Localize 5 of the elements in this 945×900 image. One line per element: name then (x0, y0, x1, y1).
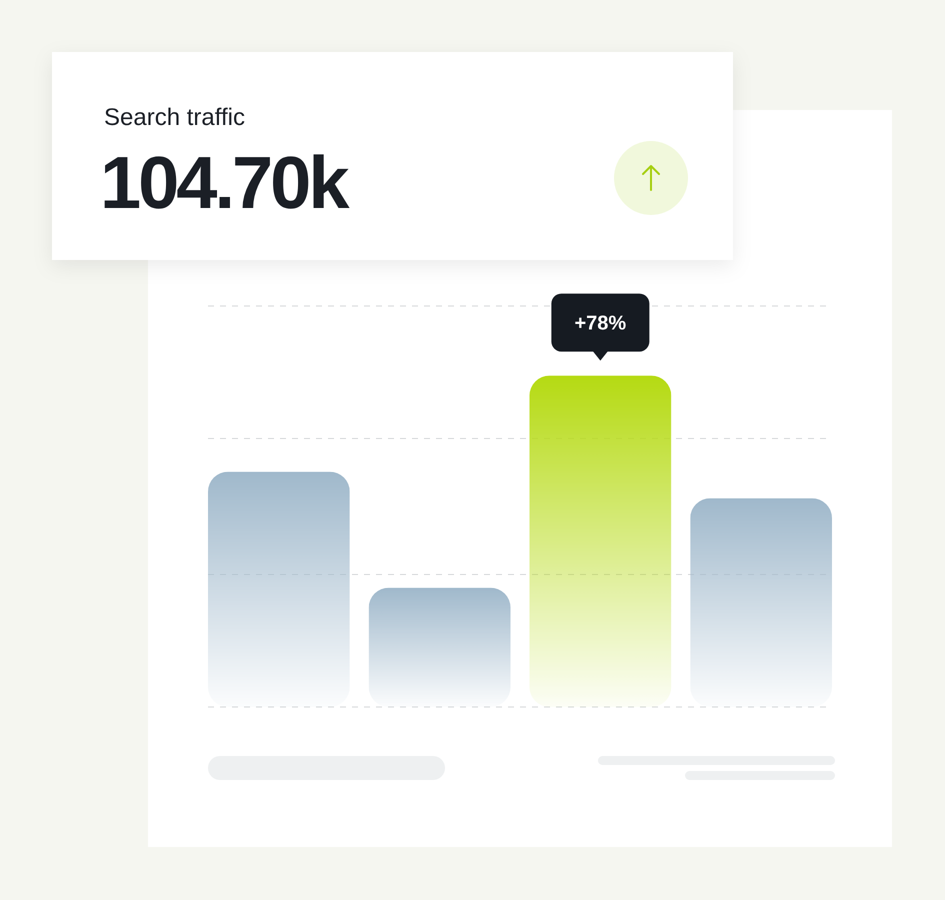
chart-subtitle: 104.70k (100, 141, 350, 224)
text: +78% (574, 312, 626, 335)
bar (529, 376, 672, 707)
bar (368, 588, 511, 707)
chart-title: Search traffic (104, 104, 245, 131)
